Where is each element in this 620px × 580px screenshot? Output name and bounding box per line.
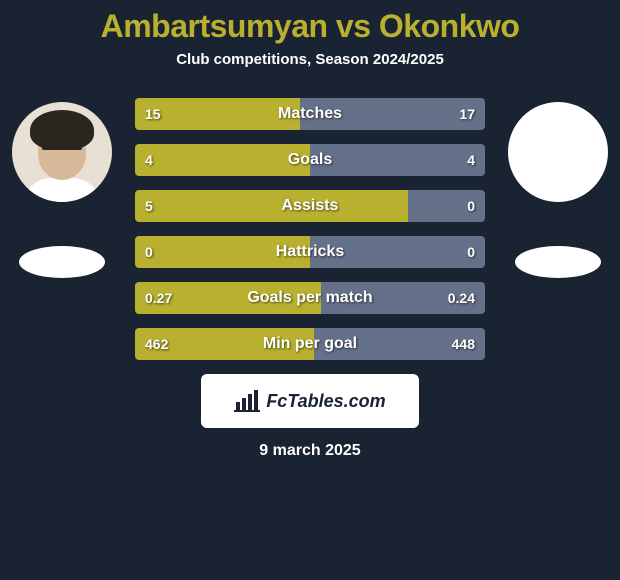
- stat-bar: 50Assists: [135, 190, 485, 222]
- page-title: Ambartsumyan vs Okonkwo: [0, 8, 620, 45]
- stat-bar-left-fill: [135, 282, 321, 314]
- comparison-card: Ambartsumyan vs Okonkwo Club competition…: [0, 0, 620, 460]
- brand-text: FcTables.com: [266, 391, 385, 412]
- stat-bar-right-fill: [300, 98, 486, 130]
- brand-badge: FcTables.com: [201, 374, 419, 428]
- main-row: 1517Matches 44Goals 50Assists 00Hattricks 0.…: [0, 98, 620, 360]
- player-left-club-icon: [19, 246, 105, 278]
- player-right-club-icon: [515, 246, 601, 278]
- player-left-col: [7, 98, 117, 278]
- player-left-avatar: [12, 102, 112, 202]
- stat-bar-right-fill: [310, 236, 485, 268]
- stat-bar-right-fill: [321, 282, 486, 314]
- stat-bar-left-fill: [135, 190, 408, 222]
- stat-bar: 0.270.24Goals per match: [135, 282, 485, 314]
- stat-bar-left-fill: [135, 236, 310, 268]
- stat-bar: 44Goals: [135, 144, 485, 176]
- stat-bar-left-fill: [135, 328, 314, 360]
- player-right-col: [503, 98, 613, 278]
- player-right-avatar: [508, 102, 608, 202]
- stat-bar-right-fill: [310, 144, 485, 176]
- stat-bar-right-fill: [314, 328, 486, 360]
- page-subtitle: Club competitions, Season 2024/2025: [0, 51, 620, 68]
- avatar-face-icon: [12, 102, 112, 202]
- stat-bar: 00Hattricks: [135, 236, 485, 268]
- stat-bar-left-fill: [135, 98, 300, 130]
- stat-bar: 462448Min per goal: [135, 328, 485, 360]
- date-text: 9 march 2025: [0, 442, 620, 460]
- bar-chart-icon: [234, 390, 260, 412]
- stat-bar-right-fill: [408, 190, 485, 222]
- stat-bar: 1517Matches: [135, 98, 485, 130]
- stats-column: 1517Matches 44Goals 50Assists 00Hattricks 0.…: [135, 98, 485, 360]
- stat-bar-left-fill: [135, 144, 310, 176]
